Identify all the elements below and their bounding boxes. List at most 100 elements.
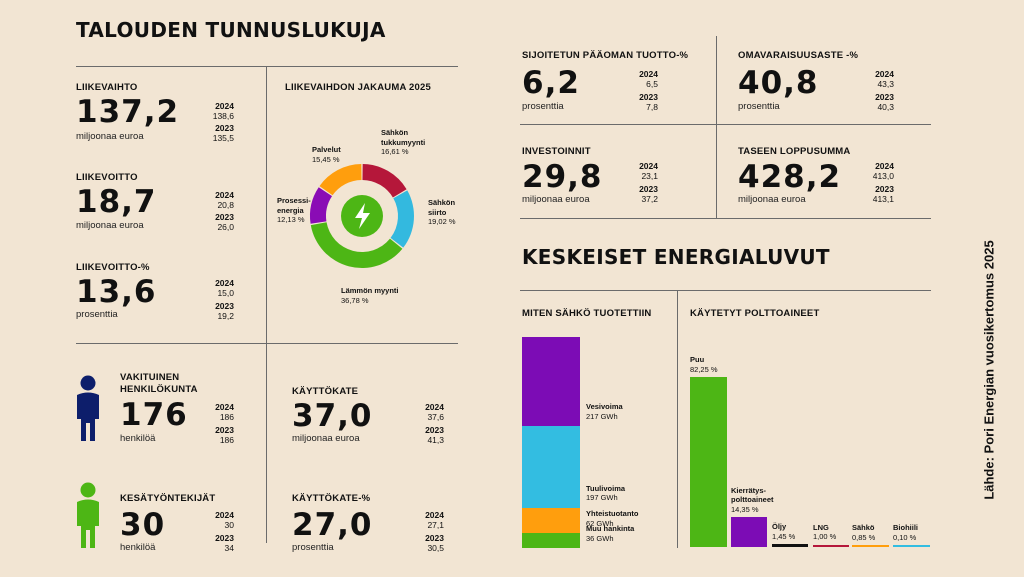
page-title: TALOUDEN TUNNUSLUKUJA bbox=[76, 18, 386, 42]
source-note: Lähde: Pori Energian vuosikertomus 2025 bbox=[981, 240, 997, 500]
kpi-year: 2023 bbox=[425, 425, 444, 435]
kpi-label: LIIKEVOITTO bbox=[76, 172, 138, 183]
kpi-value: 40,8 bbox=[738, 65, 819, 101]
kpi-year: 2024 bbox=[875, 161, 894, 171]
kpi-year: 2024 bbox=[425, 510, 444, 520]
kpi-year: 2024 bbox=[215, 190, 234, 200]
kpi-year: 2024 bbox=[639, 161, 658, 171]
kpi-prev-value: 7,8 bbox=[646, 102, 658, 112]
fuel-bar-label: Biohiili 0,10 % bbox=[893, 523, 918, 542]
fuel-value: 1,00 % bbox=[813, 532, 837, 542]
slice-value: 12,13 % bbox=[277, 215, 305, 224]
kpi-unit: prosenttia bbox=[76, 309, 118, 320]
divider bbox=[520, 290, 931, 291]
slice-value: 19,02 % bbox=[428, 217, 456, 226]
kpi-label: KESÄTYÖNTEKIJÄT bbox=[120, 493, 216, 504]
kpi-year: 2023 bbox=[215, 212, 234, 222]
donut-slice bbox=[310, 222, 403, 268]
kpi-year: 2023 bbox=[875, 92, 894, 102]
donut-slice-label: Sähkön siirto 19,02 % bbox=[428, 198, 456, 227]
divider bbox=[520, 218, 931, 219]
slice-value: 16,61 % bbox=[381, 147, 409, 156]
fuel-bar bbox=[852, 545, 889, 547]
kpi-value: 30 bbox=[120, 507, 166, 543]
kpi-label: VAKITUINEN bbox=[120, 372, 180, 383]
fuel-bar-label: Kierrätys-polttoaineet 14,35 % bbox=[731, 486, 774, 515]
segment-name: Yhteistuotanto bbox=[586, 509, 639, 519]
kpi-year: 2024 bbox=[875, 69, 894, 79]
kpi-year: 2024 bbox=[639, 69, 658, 79]
kpi-prev-value: 40,3 bbox=[877, 102, 894, 112]
fuel-value: 0,85 % bbox=[852, 532, 876, 542]
kpi-value: 13,6 bbox=[76, 274, 157, 310]
fuel-value: 0,10 % bbox=[893, 532, 917, 542]
kpi-year: 2023 bbox=[425, 533, 444, 543]
fuel-name: LNG bbox=[813, 522, 829, 532]
stack-segment bbox=[522, 426, 580, 508]
stack-segment-label: Vesivoima 217 GWh bbox=[586, 402, 623, 421]
kpi-prev-value: 37,6 bbox=[427, 412, 444, 422]
kpi-prev-value: 413,1 bbox=[872, 194, 894, 204]
kpi-prev-value: 186 bbox=[219, 435, 234, 445]
kpi-prev-value: 413,0 bbox=[872, 171, 894, 181]
fuel-bar bbox=[772, 544, 808, 547]
kpi-year: 2023 bbox=[639, 92, 658, 102]
kpi-prev-value: 15,0 bbox=[217, 288, 234, 298]
kpi-prev-value: 37,2 bbox=[641, 194, 658, 204]
kpi-value: 37,0 bbox=[292, 398, 373, 434]
fuel-name: Öljy bbox=[772, 522, 787, 531]
kpi-year: 2024 bbox=[215, 101, 234, 111]
fuel-value: 14,35 % bbox=[731, 504, 759, 514]
stack-segment-label: Yhteistuotanto 62 GWh bbox=[586, 509, 639, 528]
fuel-bar bbox=[893, 545, 930, 547]
kpi-label: LIIKEVOITTO-% bbox=[76, 262, 150, 273]
fuel-bar bbox=[813, 544, 849, 547]
kpi-prev-value: 138,6 bbox=[212, 111, 234, 121]
kpi-prev-value: 34 bbox=[224, 543, 234, 553]
kpi-value: 176 bbox=[120, 397, 188, 433]
donut-slice bbox=[390, 190, 414, 248]
kpi-value: 6,2 bbox=[522, 65, 580, 101]
kpi-label: SIJOITETUN PÄÄOMAN TUOTTO-% bbox=[522, 50, 689, 61]
kpi-unit: miljoonaa euroa bbox=[292, 433, 360, 444]
kpi-unit: miljoonaa euroa bbox=[76, 220, 144, 231]
fuel-name: Kierrätys- bbox=[731, 485, 767, 495]
stack-segment-label: Tuulivoima 197 GWh bbox=[586, 484, 625, 503]
kpi-prev-value: 43,3 bbox=[877, 79, 894, 89]
slice-name: energia bbox=[277, 205, 304, 215]
slice-name: Lämmön myynti bbox=[341, 286, 399, 295]
slice-name: Sähkön bbox=[381, 128, 409, 137]
kpi-year: 2023 bbox=[215, 425, 234, 435]
segment-value: 217 GWh bbox=[586, 411, 618, 421]
kpi-prev-value: 6,5 bbox=[646, 79, 658, 89]
kpi-year: 2023 bbox=[215, 123, 234, 133]
person-icon bbox=[77, 375, 99, 441]
kpi-prev-value: 27,1 bbox=[427, 520, 444, 530]
kpi-unit: henkilöä bbox=[120, 542, 156, 553]
kpi-unit: miljoonaa euroa bbox=[522, 194, 590, 205]
donut-slice bbox=[319, 164, 362, 196]
kpi-label: TASEEN LOPPUSUMMA bbox=[738, 146, 851, 157]
fuel-name: Sähkö bbox=[852, 523, 875, 532]
segment-name: Vesivoima bbox=[586, 402, 623, 412]
energy-section-title: KESKEISET ENERGIALUVUT bbox=[522, 245, 830, 269]
kpi-label: KÄYTTÖKATE bbox=[292, 386, 359, 397]
kpi-unit: prosenttia bbox=[738, 101, 780, 112]
slice-name: Palvelut bbox=[312, 145, 341, 154]
fuel-name: Biohiili bbox=[893, 523, 918, 532]
fuel-bar bbox=[731, 517, 767, 547]
fuel-name: polttoaineet bbox=[731, 495, 774, 505]
slice-value: 15,45 % bbox=[312, 154, 340, 164]
kpi-unit: prosenttia bbox=[292, 542, 334, 553]
kpi-unit: miljoonaa euroa bbox=[76, 131, 144, 142]
segment-value: 36 GWh bbox=[586, 533, 614, 543]
fuel-bar-label: Öljy 1,45 % bbox=[772, 522, 795, 541]
kpi-prev-value: 20,8 bbox=[217, 200, 234, 210]
segment-name: Muu hankinta bbox=[586, 524, 635, 533]
stack-segment bbox=[522, 507, 580, 534]
kpi-label: HENKILÖKUNTA bbox=[120, 384, 198, 395]
segment-value: 62 GWh bbox=[586, 518, 614, 528]
kpi-prev-value: 30,5 bbox=[427, 543, 444, 553]
kpi-label: INVESTOINNIT bbox=[522, 146, 591, 157]
chart-title: MITEN SÄHKÖ TUOTETTIIN bbox=[522, 308, 652, 319]
